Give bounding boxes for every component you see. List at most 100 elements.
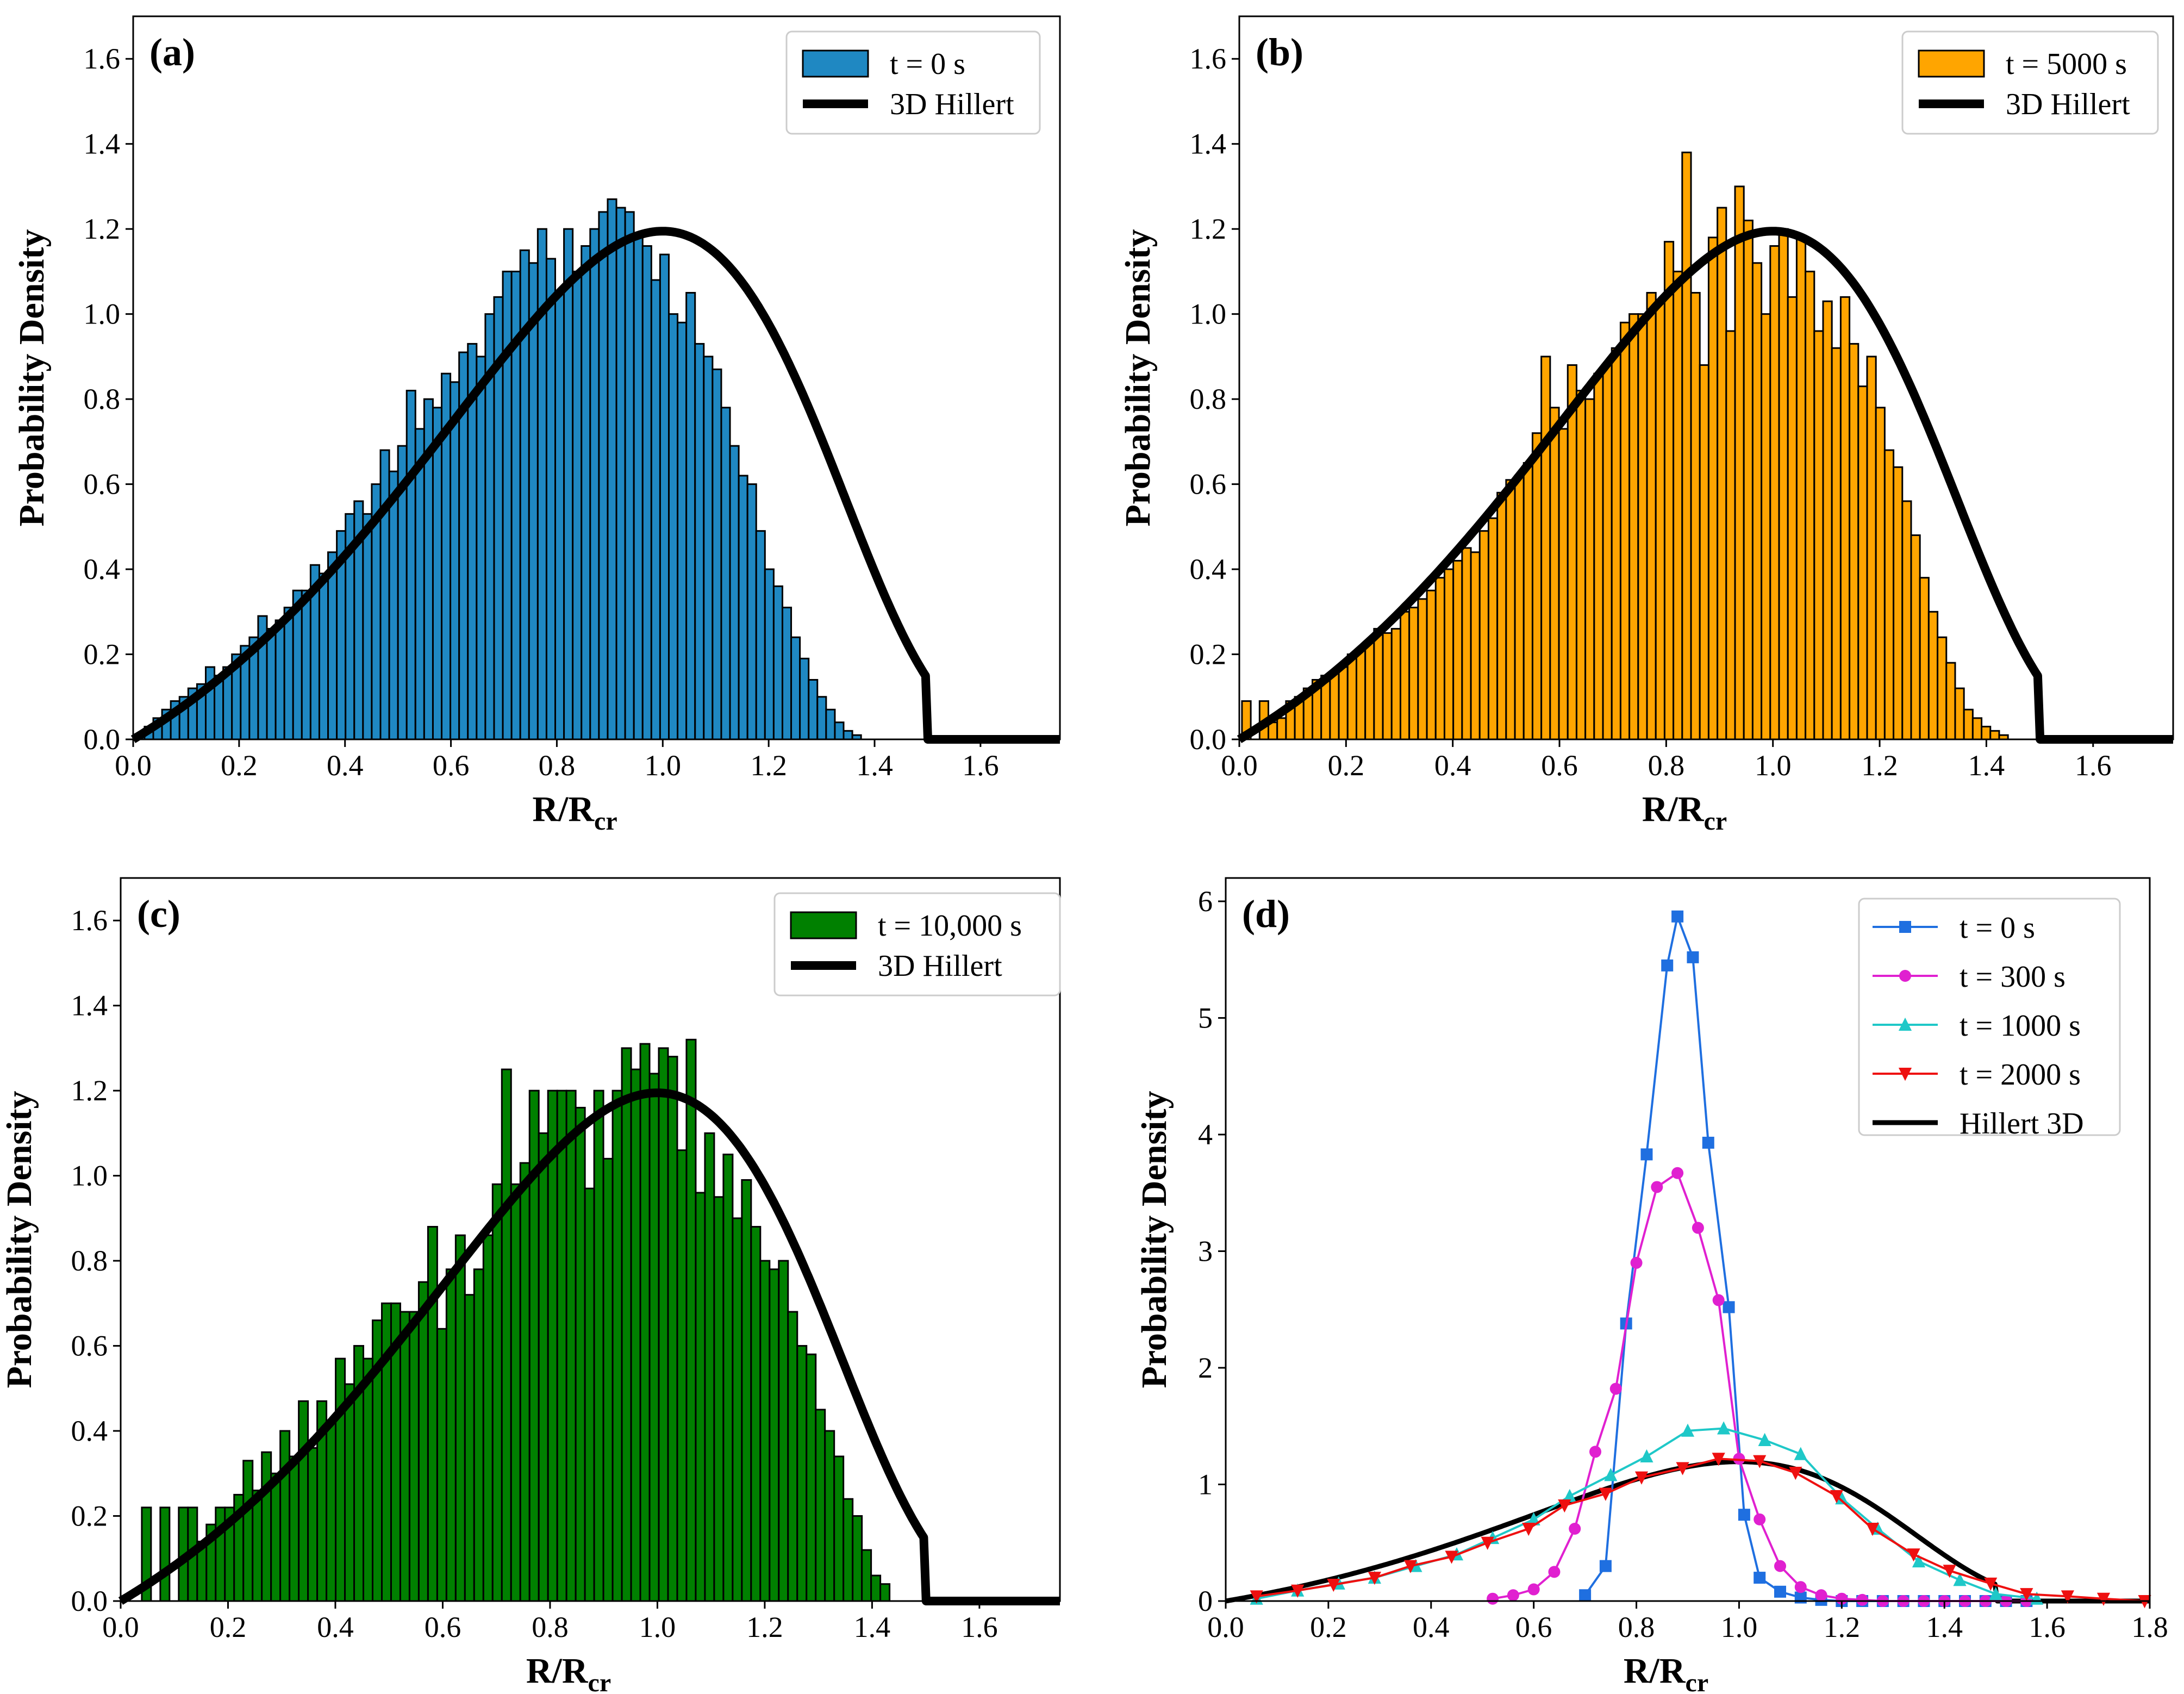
histogram-bar: [545, 258, 557, 740]
y-tick-label: 0.2: [1190, 638, 1227, 671]
histogram-bar: [1849, 342, 1859, 740]
legend-series-label: t = 300 s: [1960, 960, 2066, 994]
histogram-bar: [1945, 662, 1956, 740]
legend-series-label: t = 0 s: [890, 47, 965, 81]
data-point-circle: [1630, 1256, 1643, 1269]
histogram-bar: [759, 1260, 771, 1602]
data-point-circle: [1856, 1593, 1869, 1606]
histogram-bar: [611, 1089, 623, 1602]
y-tick-label: 0.6: [71, 1330, 108, 1362]
axes-frame: [1225, 877, 2151, 1602]
histogram-bar: [1663, 241, 1675, 740]
data-point-circle: [1671, 1167, 1684, 1179]
hillert-curve: [1237, 227, 2175, 744]
axes-frame: [120, 877, 1061, 1602]
histogram-bar: [1637, 313, 1648, 740]
histogram-bar: [344, 1383, 355, 1602]
histogram-bar: [159, 1506, 171, 1602]
histogram-bar: [326, 1421, 337, 1602]
histogram-bar: [677, 321, 688, 740]
panel-a-histogram: 0.0 0.2 0.4 0.6 0.8 1.0 1.2 1.4 1.6 0.0 0.2 0.4 0.6 0…: [12, 15, 1062, 836]
histogram-bar: [1584, 398, 1595, 740]
histogram-bar: [454, 1234, 466, 1602]
histogram-bar: [1602, 364, 1613, 740]
x-tick-label: 1.2: [746, 1611, 783, 1643]
histogram-bar: [833, 1455, 845, 1602]
x-tick-label: 0.6: [1541, 749, 1578, 782]
histogram-bar: [1751, 262, 1763, 740]
histogram-bar: [712, 368, 722, 740]
data-point-circle: [1733, 1453, 1745, 1465]
legend-series-label: t = 10,000 s: [878, 909, 1022, 943]
data-point-triangle-up: [1758, 1433, 1771, 1446]
histogram-bar: [1699, 364, 1709, 740]
legend-curve-label: Hillert 3D: [1960, 1107, 2084, 1141]
histogram-bar: [427, 1226, 438, 1602]
data-point-circle: [1754, 1513, 1766, 1525]
data-point-square: [1738, 1509, 1750, 1521]
histogram-bar: [476, 356, 486, 740]
histogram-bar: [624, 211, 635, 740]
x-tick-label: 0.8: [1648, 749, 1685, 782]
x-tick-label: 0.6: [433, 749, 470, 782]
histogram-bar: [1805, 270, 1815, 740]
histogram-bar: [362, 513, 373, 740]
histogram-bar: [1655, 300, 1665, 740]
x-tick-label: 1.2: [750, 749, 787, 782]
y-tick-label: 0.4: [71, 1415, 108, 1447]
data-point-triangle-up: [1794, 1447, 1807, 1460]
data-point-triangle-up: [1953, 1573, 1967, 1586]
histogram-bar: [769, 1268, 780, 1602]
data-point-triangle-down: [1789, 1467, 1802, 1480]
data-point-triangle-down: [1830, 1490, 1843, 1504]
histogram-bar: [563, 228, 574, 740]
x-tick-label: 1.4: [856, 749, 893, 782]
histogram-bar: [729, 445, 740, 740]
histogram-bar: [1778, 228, 1789, 740]
x-tick-label: 0.0: [1207, 1611, 1244, 1643]
histogram-bar: [1646, 292, 1657, 740]
data-point-triangle-down: [1943, 1565, 1956, 1578]
histogram-bar: [1461, 547, 1472, 740]
x-tick-label: 0.4: [1413, 1611, 1450, 1643]
y-tick-label: 1.4: [1190, 128, 1227, 160]
histogram-bar: [806, 1353, 817, 1602]
data-point-triangle-down: [1558, 1499, 1571, 1513]
histogram-bar: [242, 1460, 254, 1602]
histogram-bar: [870, 1574, 882, 1602]
histogram-bar: [1549, 407, 1560, 740]
histogram-bar: [1452, 559, 1463, 740]
legend-curve-label: 3D Hillert: [878, 949, 1002, 983]
histogram-bar: [1725, 330, 1736, 740]
data-point-triangle-down: [1898, 1068, 1912, 1081]
y-tick-label: 1.2: [84, 213, 121, 245]
histogram-bar: [607, 198, 617, 740]
histogram-bar: [1831, 347, 1842, 740]
data-point-circle: [1589, 1446, 1601, 1458]
histogram-bar: [417, 1281, 429, 1602]
legend-swatch: [1918, 49, 1985, 78]
x-tick-label: 1.2: [1824, 1611, 1861, 1643]
data-point-triangle-up: [1640, 1449, 1653, 1462]
histogram-bar: [1839, 296, 1851, 740]
y-tick-label: 0.0: [84, 723, 121, 756]
legend-series-label: t = 1000 s: [1960, 1009, 2081, 1043]
data-point-circle: [1527, 1583, 1540, 1596]
histogram-bar: [593, 1089, 604, 1602]
histogram-bar: [602, 1157, 614, 1602]
histogram-bar: [1470, 551, 1481, 740]
histogram-bar: [879, 1583, 891, 1602]
x-axis-label-subscript: cr: [1704, 807, 1727, 836]
histogram-bar: [1619, 321, 1631, 740]
x-axis-label: R/Rcr: [532, 789, 617, 836]
histogram-bar: [1795, 236, 1807, 740]
data-point-triangle-down: [1327, 1578, 1340, 1592]
y-axis-label: Probability Density: [0, 1091, 39, 1388]
histogram-bar: [648, 1073, 660, 1602]
histogram-bar: [641, 245, 652, 740]
histogram-bar: [713, 1196, 725, 1602]
histogram-bar: [581, 245, 591, 740]
data-point-triangle-up: [1912, 1554, 1926, 1568]
legend-curve-label: 3D Hillert: [2006, 88, 2130, 121]
histogram-bar: [1734, 185, 1745, 740]
